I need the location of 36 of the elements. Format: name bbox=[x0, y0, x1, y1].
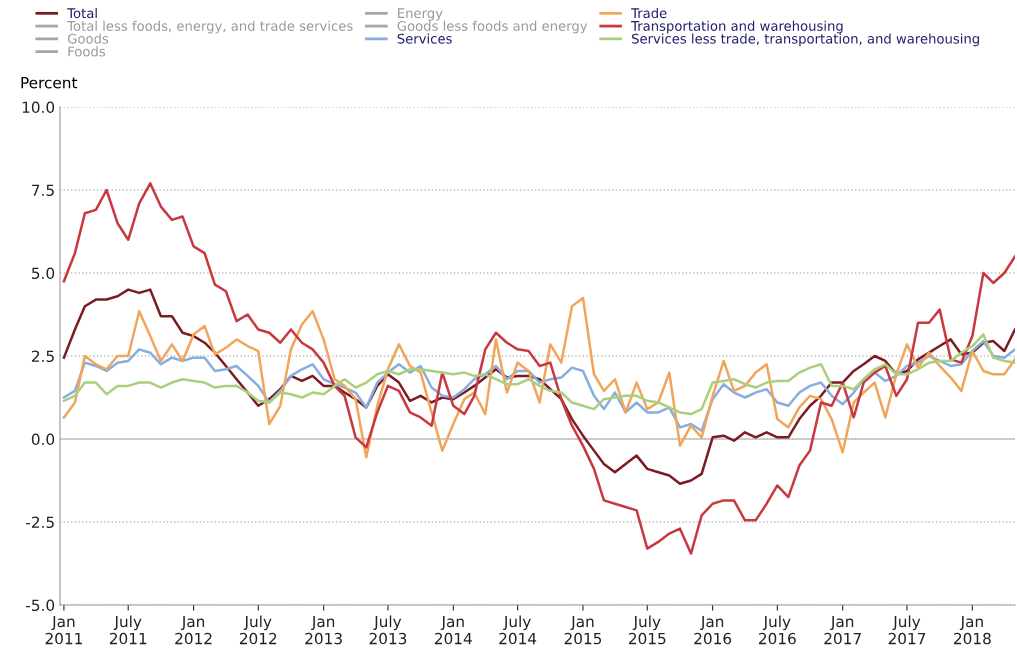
x-tick-label: Jan 2011 bbox=[45, 615, 82, 645]
y-tick-label: -5.0 bbox=[26, 599, 55, 612]
x-tick-label: July 2011 bbox=[109, 615, 147, 645]
legend-label: Total less foods, energy, and trade services bbox=[67, 20, 353, 34]
line-series bbox=[62, 333, 1015, 416]
y-tick-label: 2.5 bbox=[31, 350, 54, 363]
x-tick-label: Jan 2014 bbox=[434, 615, 472, 645]
x-tick-label: Jan 2015 bbox=[564, 615, 602, 645]
x-tick-label: July 2015 bbox=[628, 615, 666, 645]
y-tick-label: 10.0 bbox=[22, 101, 55, 114]
legend-label: Services less trade, transportation, and warehousing bbox=[631, 33, 979, 47]
x-tick-label: July 2013 bbox=[369, 615, 407, 645]
line-series bbox=[62, 182, 1015, 555]
x-tick-label: July 2016 bbox=[758, 615, 796, 645]
x-tick-label: Jan 2017 bbox=[824, 615, 861, 645]
x-tick-label: Jan 2013 bbox=[305, 615, 342, 645]
x-tick-label: July 2012 bbox=[239, 615, 277, 645]
legend-label: Foods bbox=[68, 46, 106, 57]
y-tick-label: -2.5 bbox=[26, 516, 54, 529]
legend-label: Services bbox=[397, 33, 452, 44]
x-tick-label: July 2014 bbox=[499, 615, 537, 645]
y-tick-label: 7.5 bbox=[32, 184, 54, 197]
legend-label: Goods bbox=[67, 33, 109, 44]
x-tick-label: Jan 2012 bbox=[175, 615, 212, 645]
legend-label: Energy bbox=[398, 8, 443, 21]
x-tick-label: Jan 2018 bbox=[954, 615, 991, 645]
legend-label: Trade bbox=[631, 7, 667, 19]
x-tick-label: July 2017 bbox=[888, 615, 926, 645]
x-tick-label: Jan 2016 bbox=[694, 615, 732, 645]
legend-label: Goods less foods and energy bbox=[397, 20, 588, 34]
line-series bbox=[62, 296, 1015, 459]
y-axis-title: Percent bbox=[21, 77, 78, 89]
y-tick-label: 0.0 bbox=[31, 433, 55, 446]
y-tick-label: 5.0 bbox=[32, 267, 55, 280]
legend-label: Transportation and warehousing bbox=[631, 20, 843, 34]
legend-label: Total bbox=[67, 7, 97, 19]
